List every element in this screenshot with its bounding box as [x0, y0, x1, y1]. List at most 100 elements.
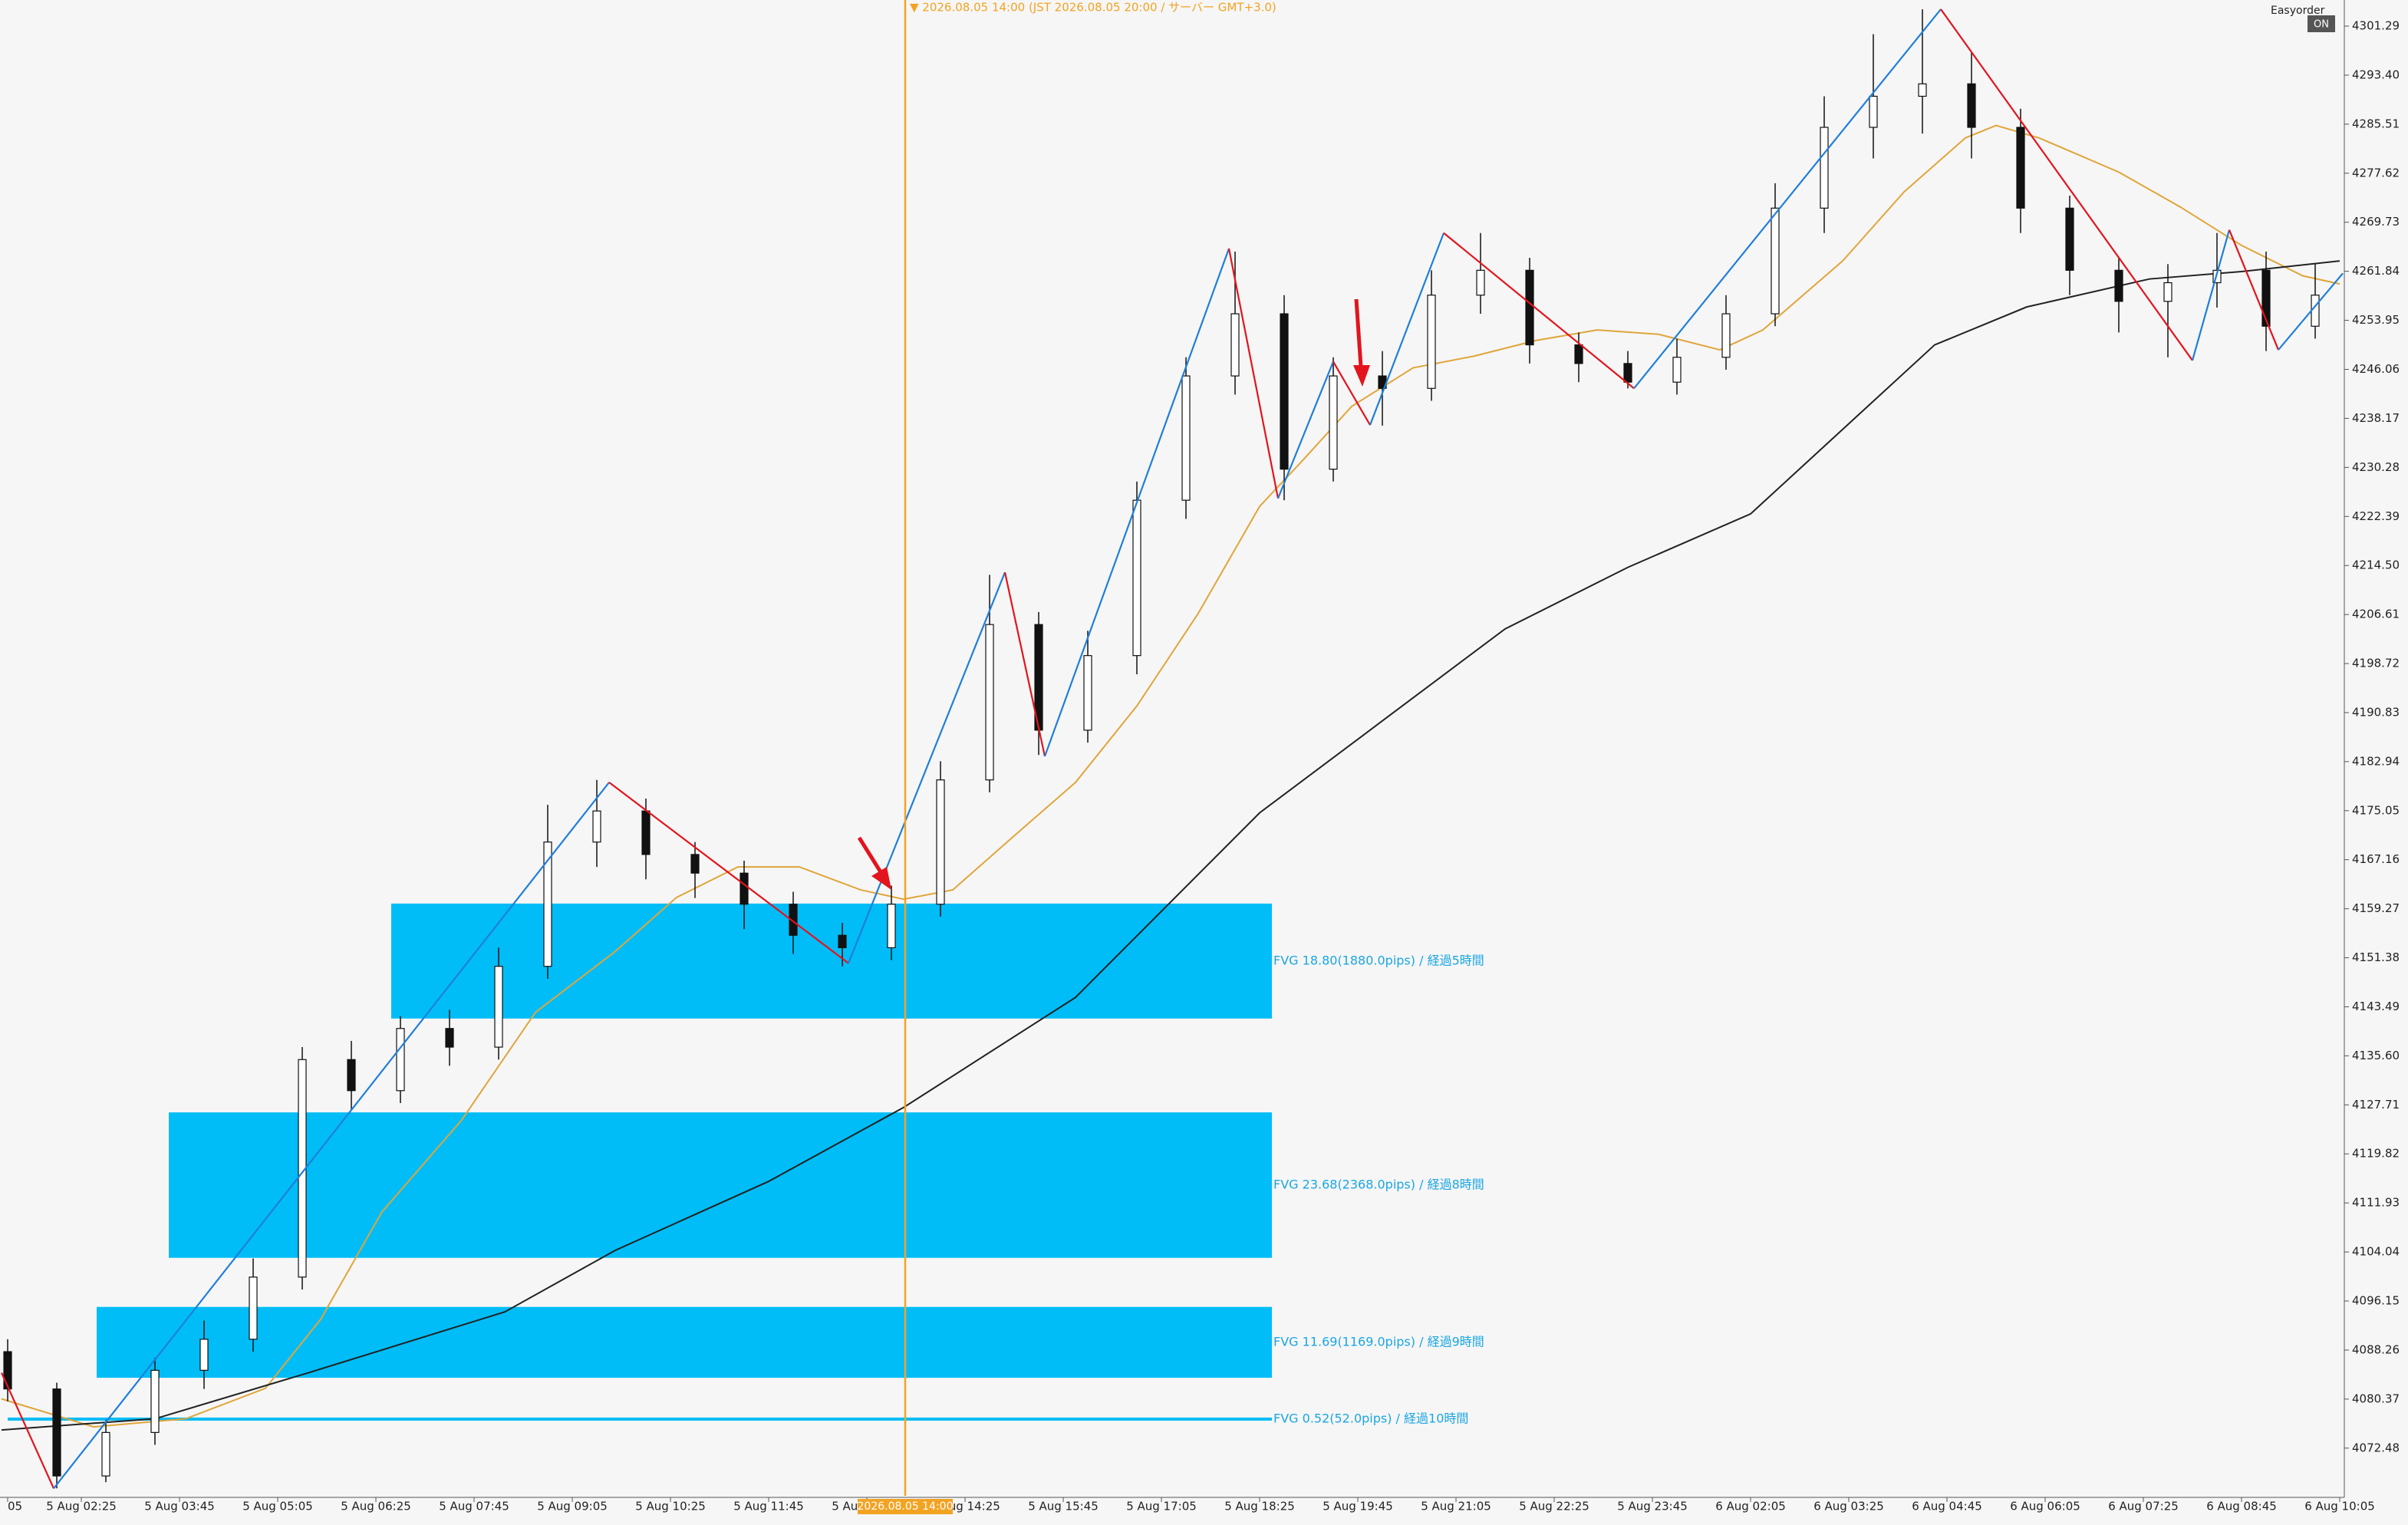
- candle-body: [2311, 295, 2320, 327]
- candle-body: [1869, 95, 1878, 128]
- candle-body: [543, 842, 552, 967]
- candle-body: [1967, 83, 1976, 128]
- candle-body: [3, 1351, 12, 1390]
- candle-body: [1181, 375, 1191, 501]
- candle-body: [592, 810, 601, 843]
- candle-body: [445, 1028, 454, 1048]
- fvg-label: FVG 18.80(1880.0pips) / 経過5時間: [1273, 953, 1484, 967]
- candle-body: [1476, 269, 1485, 296]
- candle-body: [2114, 269, 2123, 302]
- zigzag-segment: [1043, 248, 1230, 757]
- candle-body: [249, 1276, 258, 1340]
- x-tick-label: 5 Aug 05:05: [242, 1500, 313, 1513]
- x-tick-label: 6 Aug 02:05: [1715, 1500, 1786, 1513]
- zigzag-segment: [53, 782, 610, 1489]
- x-tick-label: 5 Aug 03:45: [144, 1500, 215, 1513]
- candle-body: [1329, 375, 1338, 470]
- candle-body: [985, 624, 994, 781]
- x-tick-label: 5 Aug 09:05: [537, 1500, 608, 1513]
- zigzag-segment: [1940, 8, 2193, 361]
- cursor-label-top: ▼ 2026.08.05 14:00 (JST 2026.08.05 20:00…: [910, 1, 1276, 15]
- y-tick-label: 4261.84: [2352, 264, 2400, 278]
- candle-body: [1280, 313, 1289, 470]
- candle-body: [1132, 499, 1141, 657]
- fvg-label: FVG 23.68(2368.0pips) / 経過8時間: [1273, 1177, 1484, 1191]
- y-tick-label: 4127.71: [2352, 1098, 2400, 1112]
- cursor-label-bottom: 2026.08.05 14:00: [858, 1500, 954, 1513]
- candle-body: [1525, 269, 1534, 346]
- candle-body: [52, 1388, 61, 1477]
- y-tick-label: 4111.93: [2352, 1196, 2400, 1210]
- candle-body: [1623, 363, 1632, 383]
- x-tick-label: 05: [8, 1500, 22, 1513]
- arrow: [857, 836, 884, 876]
- candle-body: [740, 872, 749, 905]
- y-tick-label: 4230.28: [2352, 460, 2400, 474]
- moving-average: [1, 124, 2340, 1428]
- candle-body: [1083, 655, 1092, 731]
- zigzag-segment: [1443, 232, 1635, 390]
- fvg-zone: [97, 1306, 1272, 1378]
- y-tick-label: 4151.38: [2352, 950, 2400, 964]
- candle-body: [1427, 295, 1436, 389]
- y-tick-label: 4096.15: [2352, 1294, 2400, 1308]
- y-tick-label: 4159.27: [2352, 901, 2400, 915]
- zigzag-segment: [1276, 361, 1335, 499]
- x-tick-label: 5 Aug 06:25: [341, 1500, 411, 1513]
- zigzag-segment: [2228, 229, 2280, 351]
- x-tick-label: 6 Aug 04:45: [1912, 1500, 1982, 1513]
- x-tick-label: 5 Aug 23:45: [1617, 1500, 1688, 1513]
- candle-body: [347, 1059, 356, 1092]
- fvg-zone: [391, 903, 1272, 1019]
- y-tick-label: 4293.40: [2352, 68, 2400, 81]
- candle-body: [2261, 269, 2271, 327]
- y-tick-label: 4198.72: [2352, 657, 2400, 670]
- candle-body: [150, 1369, 160, 1433]
- status-button[interactable]: [2308, 15, 2335, 32]
- x-tick-label: 6 Aug 08:45: [2206, 1500, 2277, 1513]
- y-tick-label: 4301.29: [2352, 19, 2400, 33]
- candle-body: [2163, 282, 2172, 302]
- zigzag-segment: [0, 1372, 55, 1489]
- y-tick-label: 4246.06: [2352, 362, 2400, 376]
- y-tick-label: 4088.26: [2352, 1342, 2400, 1356]
- y-tick-label: 4269.73: [2352, 215, 2400, 229]
- zigzag-segment: [1369, 232, 1445, 426]
- status-label[interactable]: ON: [2314, 19, 2329, 31]
- candle-body: [101, 1431, 110, 1477]
- y-tick-label: 4206.61: [2352, 608, 2400, 621]
- candle-body: [2016, 127, 2025, 209]
- candle-body: [199, 1339, 209, 1371]
- candle-body: [641, 810, 651, 855]
- zigzag-segment: [847, 571, 1006, 964]
- y-tick-label: 4222.39: [2352, 509, 2400, 523]
- y-tick-label: 4182.94: [2352, 754, 2400, 768]
- candle-body: [789, 904, 798, 936]
- y-tick-label: 4104.04: [2352, 1245, 2400, 1259]
- candle-body: [1820, 127, 1829, 209]
- zigzag-segment: [608, 782, 849, 964]
- fvg-label: FVG 0.52(52.0pips) / 経過10時間: [1273, 1411, 1468, 1425]
- y-tick-label: 4175.05: [2352, 803, 2400, 817]
- y-tick-label: 4072.48: [2352, 1441, 2400, 1454]
- candle-body: [1230, 313, 1240, 377]
- x-tick-label: 6 Aug 06:05: [2010, 1500, 2080, 1513]
- y-tick-label: 4285.51: [2352, 117, 2400, 130]
- candle-body: [396, 1028, 405, 1092]
- x-tick-label: 5 Aug 07:45: [439, 1500, 509, 1513]
- y-tick-label: 4253.95: [2352, 313, 2400, 327]
- x-tick-label: 5 Aug 15:45: [1028, 1500, 1099, 1513]
- zigzag-segment: [1003, 571, 1046, 757]
- y-tick-label: 4119.82: [2352, 1147, 2400, 1161]
- brand-label: Easyorder: [2271, 5, 2325, 17]
- arrow-head: [871, 867, 891, 890]
- y-tick-label: 4238.17: [2352, 411, 2400, 425]
- candle-body: [1721, 313, 1731, 358]
- x-tick-label: 5 Aug 10:25: [635, 1500, 706, 1513]
- candle-body: [887, 904, 896, 949]
- arrow-head: [1353, 365, 1370, 387]
- zigzag-segment: [2191, 229, 2231, 361]
- y-tick-label: 4277.62: [2352, 166, 2400, 180]
- zigzag-segment: [1633, 8, 1942, 389]
